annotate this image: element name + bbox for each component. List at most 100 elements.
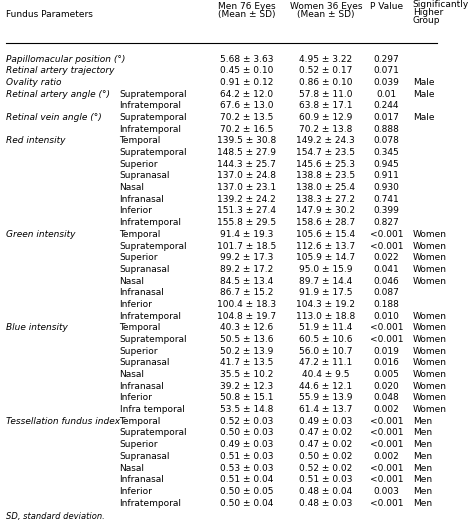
Text: 155.8 ± 29.5: 155.8 ± 29.5 (217, 218, 276, 227)
Text: 112.6 ± 13.7: 112.6 ± 13.7 (296, 241, 356, 251)
Text: 154.7 ± 23.5: 154.7 ± 23.5 (296, 148, 356, 157)
Text: Fundus Parameters: Fundus Parameters (6, 10, 92, 19)
Text: 138.3 ± 27.2: 138.3 ± 27.2 (296, 195, 356, 204)
Text: <0.001: <0.001 (370, 440, 403, 449)
Text: 0.49 ± 0.03: 0.49 ± 0.03 (220, 440, 273, 449)
Text: 0.345: 0.345 (374, 148, 400, 157)
Text: Temporal: Temporal (119, 230, 161, 239)
Text: Women: Women (413, 241, 447, 251)
Text: 104.8 ± 19.7: 104.8 ± 19.7 (217, 311, 276, 321)
Text: Inferior: Inferior (119, 394, 152, 402)
Text: 0.003: 0.003 (374, 487, 400, 496)
Text: 100.4 ± 18.3: 100.4 ± 18.3 (217, 300, 276, 309)
Text: 50.2 ± 13.9: 50.2 ± 13.9 (220, 347, 273, 356)
Text: 0.945: 0.945 (374, 160, 400, 168)
Text: 0.020: 0.020 (374, 382, 400, 391)
Text: Green intensity: Green intensity (6, 230, 75, 239)
Text: Infranasal: Infranasal (119, 475, 164, 484)
Text: 158.6 ± 28.7: 158.6 ± 28.7 (296, 218, 356, 227)
Text: Women: Women (413, 394, 447, 402)
Text: 61.4 ± 13.7: 61.4 ± 13.7 (299, 405, 353, 414)
Text: 44.6 ± 12.1: 44.6 ± 12.1 (299, 382, 352, 391)
Text: Men: Men (413, 452, 432, 461)
Text: 0.087: 0.087 (374, 288, 400, 297)
Text: Supratemporal: Supratemporal (119, 148, 187, 157)
Text: Blue intensity: Blue intensity (6, 323, 67, 332)
Text: <0.001: <0.001 (370, 230, 403, 239)
Text: Men: Men (413, 428, 432, 437)
Text: Inferior: Inferior (119, 206, 152, 215)
Text: 0.49 ± 0.03: 0.49 ± 0.03 (299, 417, 353, 426)
Text: Superior: Superior (119, 160, 158, 168)
Text: 0.51 ± 0.03: 0.51 ± 0.03 (220, 452, 273, 461)
Text: 0.86 ± 0.10: 0.86 ± 0.10 (299, 78, 353, 87)
Text: Retinal artery angle (°): Retinal artery angle (°) (6, 89, 109, 99)
Text: Male: Male (413, 89, 434, 99)
Text: Temporal: Temporal (119, 417, 161, 426)
Text: Male: Male (413, 113, 434, 122)
Text: Supratemporal: Supratemporal (119, 89, 187, 99)
Text: 0.48 ± 0.03: 0.48 ± 0.03 (299, 499, 353, 508)
Text: P Value: P Value (370, 2, 403, 11)
Text: <0.001: <0.001 (370, 499, 403, 508)
Text: 67.6 ± 13.0: 67.6 ± 13.0 (220, 101, 273, 110)
Text: Women: Women (413, 358, 447, 367)
Text: Infratemporal: Infratemporal (119, 101, 182, 110)
Text: 0.53 ± 0.03: 0.53 ± 0.03 (220, 463, 273, 473)
Text: 41.7 ± 13.5: 41.7 ± 13.5 (220, 358, 273, 367)
Text: Nasal: Nasal (119, 370, 145, 379)
Text: 137.0 ± 24.8: 137.0 ± 24.8 (217, 172, 276, 180)
Text: 0.51 ± 0.04: 0.51 ± 0.04 (220, 475, 273, 484)
Text: Nasal: Nasal (119, 183, 145, 192)
Text: Supranasal: Supranasal (119, 265, 170, 274)
Text: 40.3 ± 12.6: 40.3 ± 12.6 (220, 323, 273, 332)
Text: 0.022: 0.022 (374, 253, 399, 262)
Text: 0.010: 0.010 (374, 311, 400, 321)
Text: Supratemporal: Supratemporal (119, 113, 187, 122)
Text: Women: Women (413, 370, 447, 379)
Text: 0.01: 0.01 (376, 89, 397, 99)
Text: SD, standard deviation.: SD, standard deviation. (6, 512, 104, 520)
Text: Infratemporal: Infratemporal (119, 499, 182, 508)
Text: Women: Women (413, 347, 447, 356)
Text: Women: Women (413, 405, 447, 414)
Text: 70.2 ± 16.5: 70.2 ± 16.5 (220, 125, 273, 134)
Text: Women: Women (413, 335, 447, 344)
Text: 35.5 ± 10.2: 35.5 ± 10.2 (220, 370, 273, 379)
Text: 151.3 ± 27.4: 151.3 ± 27.4 (217, 206, 276, 215)
Text: 60.9 ± 12.9: 60.9 ± 12.9 (299, 113, 353, 122)
Text: Significantly: Significantly (413, 0, 469, 9)
Text: Ovality ratio: Ovality ratio (6, 78, 61, 87)
Text: 0.911: 0.911 (374, 172, 400, 180)
Text: 0.002: 0.002 (374, 405, 400, 414)
Text: Men: Men (413, 417, 432, 426)
Text: <0.001: <0.001 (370, 335, 403, 344)
Text: Men: Men (413, 487, 432, 496)
Text: Red intensity: Red intensity (6, 136, 65, 145)
Text: 39.2 ± 12.3: 39.2 ± 12.3 (220, 382, 273, 391)
Text: 0.888: 0.888 (374, 125, 400, 134)
Text: Women: Women (413, 311, 447, 321)
Text: <0.001: <0.001 (370, 463, 403, 473)
Text: 0.52 ± 0.02: 0.52 ± 0.02 (299, 463, 353, 473)
Text: 53.5 ± 14.8: 53.5 ± 14.8 (220, 405, 273, 414)
Text: Women: Women (413, 323, 447, 332)
Text: 51.9 ± 11.4: 51.9 ± 11.4 (299, 323, 353, 332)
Text: Group: Group (413, 16, 440, 24)
Text: Women: Women (413, 382, 447, 391)
Text: 0.039: 0.039 (374, 78, 400, 87)
Text: 145.6 ± 25.3: 145.6 ± 25.3 (296, 160, 356, 168)
Text: 57.8 ± 11.0: 57.8 ± 11.0 (299, 89, 353, 99)
Text: 138.8 ± 23.5: 138.8 ± 23.5 (296, 172, 356, 180)
Text: Nasal: Nasal (119, 277, 145, 285)
Text: <0.001: <0.001 (370, 428, 403, 437)
Text: 40.4 ± 9.5: 40.4 ± 9.5 (302, 370, 350, 379)
Text: 147.9 ± 30.2: 147.9 ± 30.2 (296, 206, 356, 215)
Text: 0.297: 0.297 (374, 55, 400, 63)
Text: Women: Women (413, 277, 447, 285)
Text: 89.7 ± 14.4: 89.7 ± 14.4 (299, 277, 353, 285)
Text: 60.5 ± 10.6: 60.5 ± 10.6 (299, 335, 353, 344)
Text: Infranasal: Infranasal (119, 382, 164, 391)
Text: Supratemporal: Supratemporal (119, 335, 187, 344)
Text: Supratemporal: Supratemporal (119, 241, 187, 251)
